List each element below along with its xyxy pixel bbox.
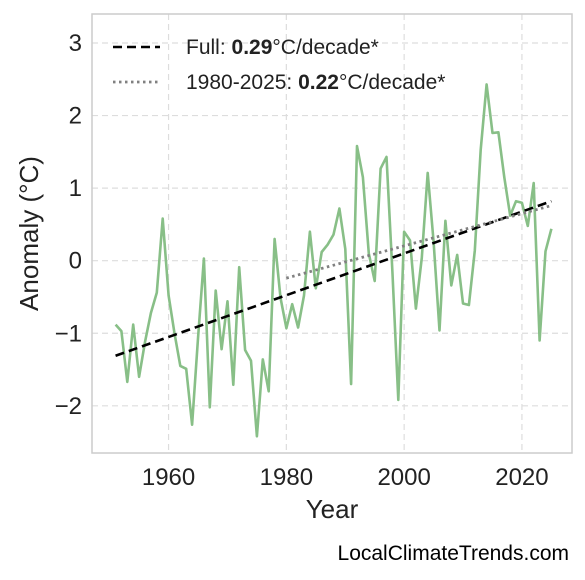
x-axis-label: Year	[306, 494, 359, 524]
legend-label-full-trend: Full: 0.29°C/decade*	[186, 36, 379, 59]
x-tick-labels: 1960 1980 2000 2020	[142, 464, 549, 491]
legend-rate: 0.22	[298, 71, 339, 94]
full-trend-line	[115, 199, 552, 357]
x-tick-label: 2020	[495, 464, 548, 491]
x-tick-label: 2000	[377, 464, 430, 491]
series-lines	[114, 83, 553, 438]
grid-lines	[92, 14, 572, 453]
anomaly-series-line	[114, 83, 553, 438]
y-tick-labels: −2 −1 0 1 2 3	[55, 30, 82, 420]
legend-prefix: 1980-2025:	[186, 71, 298, 94]
y-tick-label: 3	[69, 30, 82, 57]
site-watermark: LocalClimateTrends.com	[338, 542, 569, 565]
y-tick-label: 0	[69, 248, 82, 275]
y-tick-label: 1	[69, 175, 82, 202]
x-tick-label: 1960	[142, 464, 195, 491]
legend-prefix: Full:	[186, 36, 232, 59]
y-tick-label: −2	[55, 393, 82, 420]
y-tick-label: 2	[69, 103, 82, 130]
legend-rate: 0.29	[232, 36, 273, 59]
legend-unit: °C/decade*	[339, 71, 445, 94]
x-tick-label: 1980	[260, 464, 313, 491]
legend: Full: 0.29°C/decade* 1980-2025: 0.22°C/d…	[113, 36, 445, 94]
y-tick-label: −1	[55, 320, 82, 347]
y-axis-label: Anomaly (°C)	[14, 156, 44, 311]
legend-label-recent-trend: 1980-2025: 0.22°C/decade*	[186, 71, 445, 94]
legend-unit: °C/decade*	[272, 36, 378, 59]
recent-trend-line	[285, 204, 552, 280]
plot-frame	[91, 13, 573, 454]
